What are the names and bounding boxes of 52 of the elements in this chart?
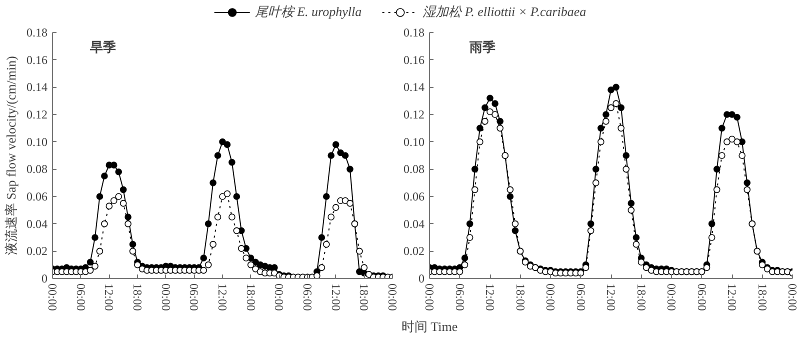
x-tick-label: 18:00 bbox=[244, 284, 258, 311]
y-tick-label: 0.08 bbox=[404, 162, 424, 176]
y-tick-label: 0.16 bbox=[26, 52, 48, 67]
x-tick-label: 12:00 bbox=[483, 284, 497, 311]
x-tick-label: 18:00 bbox=[357, 284, 372, 311]
y-axis-title: 液流速率 Sap flow velocity/(cm/min) bbox=[4, 56, 18, 255]
x-tick-label: 18:00 bbox=[755, 284, 770, 311]
text: 雨季 bbox=[468, 40, 496, 54]
y-tick-label: 0.04 bbox=[404, 216, 424, 231]
y-tick-label: 0.14 bbox=[404, 80, 424, 94]
x-tick-label: 00:00 bbox=[544, 284, 558, 311]
y-tick-label: 0.02 bbox=[26, 244, 48, 258]
y-tick-label: 0.12 bbox=[404, 108, 424, 122]
x-tick-label: 00:00 bbox=[272, 284, 286, 311]
y-tick-label: 0.12 bbox=[26, 108, 48, 122]
x-tick-label: 06:00 bbox=[300, 284, 314, 311]
y-tick-label: 0 bbox=[418, 272, 424, 286]
x-tick-label: 00:00 bbox=[158, 284, 173, 311]
x-tick-label: 06:00 bbox=[74, 284, 88, 311]
x-tick-label: 18:00 bbox=[130, 284, 144, 311]
y-tick-label: 0.02 bbox=[404, 244, 424, 258]
y-tick-label: 0.18 bbox=[26, 26, 48, 40]
y-tick-label: 0.18 bbox=[404, 26, 424, 40]
x-tick-label: 18:00 bbox=[513, 284, 528, 311]
y-tick-label: 0.14 bbox=[26, 80, 48, 94]
x-axis-title: 时间 Time bbox=[401, 318, 458, 334]
y-tick-label: 0.16 bbox=[404, 52, 424, 67]
x-tick-label: 00:00 bbox=[422, 284, 436, 311]
x-tick-label: 00:00 bbox=[786, 284, 800, 311]
y-tick-label: 0.06 bbox=[26, 190, 48, 204]
x-tick-label: 12:00 bbox=[102, 284, 116, 311]
x-tick-label: 18:00 bbox=[634, 284, 648, 311]
y-tick-label: 0.10 bbox=[26, 134, 48, 149]
legend-label: 尾叶桉 E. urophylla bbox=[254, 3, 362, 21]
x-tick-label: 06:00 bbox=[574, 284, 588, 311]
x-tick-label: 12:00 bbox=[604, 284, 618, 311]
x-tick-label: 06:00 bbox=[452, 284, 467, 311]
x-tick-label: 06:00 bbox=[694, 284, 709, 311]
x-tick-label: 00:00 bbox=[46, 284, 60, 311]
x-tick-label: 12:00 bbox=[328, 284, 343, 311]
x-tick-label: 12:00 bbox=[725, 284, 739, 311]
y-tick-label: 0.06 bbox=[404, 190, 424, 204]
y-tick-label: 0.10 bbox=[404, 134, 424, 149]
y-tick-label: 0.04 bbox=[26, 216, 48, 231]
x-tick-label: 00:00 bbox=[664, 284, 678, 311]
legend-label: 湿加松 P. elliottii × P.caribaea bbox=[422, 3, 586, 21]
y-tick-label: 0.08 bbox=[26, 162, 48, 176]
x-tick-label: 00:00 bbox=[386, 284, 400, 311]
x-tick-label: 06:00 bbox=[187, 284, 202, 311]
x-tick-label: 12:00 bbox=[216, 284, 230, 311]
text: 旱季 bbox=[88, 40, 116, 54]
y-tick-label: 0 bbox=[42, 272, 48, 286]
